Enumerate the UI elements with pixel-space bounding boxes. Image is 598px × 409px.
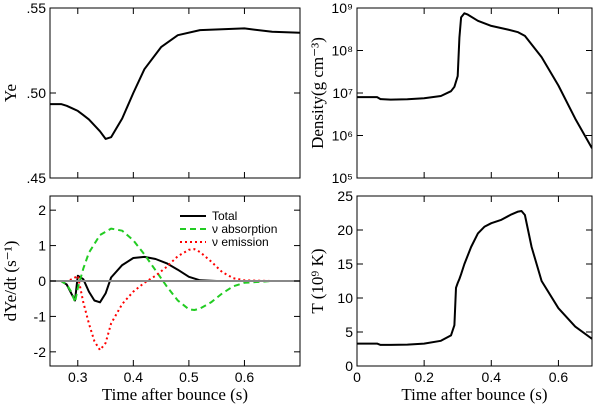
x-tick-label-temperature-3: 0.6	[549, 369, 569, 385]
y-axis-title-density: Density(g cm⁻³)	[308, 37, 327, 149]
plot-frame-density	[356, 7, 593, 179]
y-tick-label-temperature-4: 20	[337, 222, 353, 238]
legend-label-0: Total	[212, 209, 237, 223]
y-axis-title-dyedt: dYe/dt (s⁻¹)	[1, 241, 20, 322]
x-tick-label-dyedt-1: 0.4	[124, 369, 144, 385]
series-line-dyedt-2	[50, 248, 300, 352]
y-tick-label-dyedt-3: 1	[38, 238, 46, 254]
series-line-ye-0	[50, 27, 300, 140]
panel-density: 10⁵ 10⁶ 10⁷ 10⁸ 10⁹ Density(g cm⁻³)	[308, 0, 593, 186]
y-tick-label-temperature-5: 25	[337, 188, 353, 204]
y-tick-label-temperature-1: 5	[345, 324, 353, 340]
x-tick-label-temperature-2: 0.4	[482, 369, 502, 385]
x-axis-title-temperature: Time after bounce (s)	[401, 385, 547, 404]
y-tick-label-ye-0: .45	[27, 170, 47, 186]
y-tick-label-ye-2: .55	[27, 0, 47, 16]
x-tick-label-dyedt-2: 0.5	[179, 369, 199, 385]
legend-label-2: ν emission	[212, 235, 269, 249]
series-line-density-0	[357, 12, 592, 149]
y-tick-label-density-4: 10⁹	[331, 0, 353, 16]
y-tick-label-density-2: 10⁷	[332, 85, 353, 101]
y-tick-label-dyedt-1: -1	[34, 308, 47, 324]
y-tick-label-dyedt-4: 2	[38, 202, 46, 218]
series-line-dyedt-0	[50, 255, 300, 304]
y-tick-label-temperature-0: 0	[345, 358, 353, 374]
y-tick-label-density-3: 10⁸	[332, 43, 354, 59]
x-tick-label-dyedt-0: 0.3	[68, 369, 88, 385]
legend-label-1: ν absorption	[212, 222, 277, 236]
y-tick-label-density-0: 10⁵	[332, 170, 353, 186]
y-tick-label-temperature-3: 15	[337, 256, 353, 272]
x-axis-title-dyedt: Time after bounce (s)	[102, 385, 248, 404]
plot-frame-temperature	[356, 195, 593, 367]
series-line-temperature-0	[357, 210, 592, 346]
panel-ye: .45 .50 .55 Ye	[1, 0, 301, 186]
y-tick-label-dyedt-0: -2	[34, 344, 47, 360]
y-tick-label-density-1: 10⁶	[332, 128, 353, 144]
y-axis-title-temperature: T (10⁹ K)	[308, 248, 327, 313]
panel-temperature: 0 0.2 0.4 0.6 0 5 10 15 20 25 Time after bounce (s…	[308, 188, 593, 404]
y-axis-title-ye: Ye	[1, 84, 20, 102]
panel-dyedt: 0.3 0.4 0.5 0.6 -2 -1 0 1 2 Time after bounce (s)…	[1, 195, 301, 404]
y-tick-label-temperature-2: 10	[337, 290, 353, 306]
x-tick-label-temperature-0: 0	[353, 369, 361, 385]
y-tick-label-ye-1: .50	[27, 85, 47, 101]
plot-frame-ye	[49, 7, 301, 179]
x-tick-label-temperature-1: 0.2	[414, 369, 434, 385]
x-tick-label-dyedt-3: 0.6	[235, 369, 255, 385]
y-tick-label-dyedt-2: 0	[38, 273, 46, 289]
